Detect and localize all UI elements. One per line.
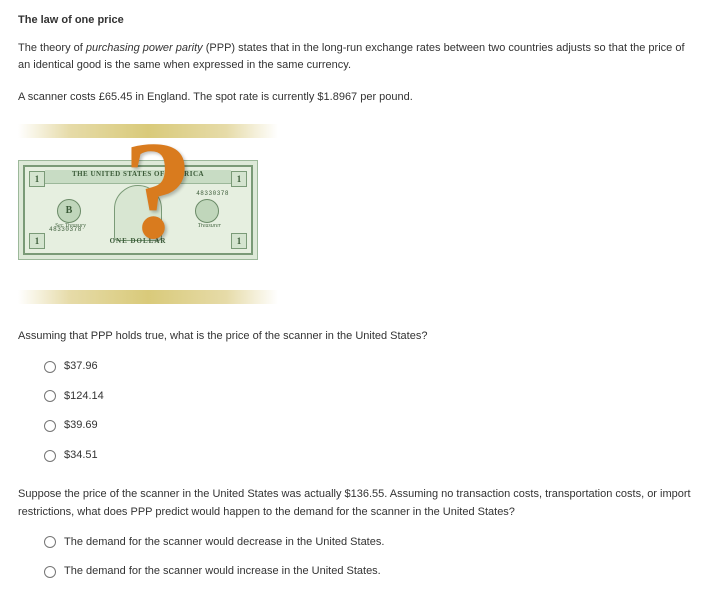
- corner-top-left: 1: [29, 171, 45, 187]
- question-2-options: The demand for the scanner would decreas…: [44, 534, 694, 581]
- question-mark-icon: ?: [123, 128, 193, 254]
- q1-radio-1[interactable]: [44, 361, 56, 373]
- q1-radio-4[interactable]: [44, 450, 56, 462]
- corner-top-right: 1: [231, 171, 247, 187]
- q2-option-2[interactable]: The demand for the scanner would increas…: [44, 563, 694, 581]
- question-1-options: $37.96 $124.14 $39.69 $34.51: [44, 358, 694, 464]
- q2-option-1[interactable]: The demand for the scanner would decreas…: [44, 534, 694, 552]
- dollar-bill-question-image: THE UNITED STATES OF AMERICA 1 1 1 1 B 4…: [18, 124, 278, 304]
- q2-label-1: The demand for the scanner would decreas…: [64, 534, 384, 552]
- corner-bottom-right: 1: [231, 233, 247, 249]
- page-title: The law of one price: [18, 12, 694, 30]
- q1-label-1: $37.96: [64, 358, 98, 376]
- q1-radio-2[interactable]: [44, 390, 56, 402]
- q2-radio-2[interactable]: [44, 566, 56, 578]
- question-2-prompt: Suppose the price of the scanner in the …: [18, 486, 694, 521]
- intro-paragraph: The theory of purchasing power parity (P…: [18, 40, 694, 75]
- signature-right: Treasurer: [198, 222, 221, 232]
- q2-label-2: The demand for the scanner would increas…: [64, 563, 381, 581]
- treasury-seal-left: B: [57, 199, 81, 223]
- q1-option-4[interactable]: $34.51: [44, 447, 694, 465]
- scenario-text: A scanner costs £65.45 in England. The s…: [18, 89, 694, 107]
- q1-option-3[interactable]: $39.69: [44, 417, 694, 435]
- signature-left: Sec Treasury: [55, 222, 86, 232]
- treasury-seal-right: [195, 199, 219, 223]
- q1-radio-3[interactable]: [44, 420, 56, 432]
- q1-label-4: $34.51: [64, 447, 98, 465]
- illustration: THE UNITED STATES OF AMERICA 1 1 1 1 B 4…: [18, 124, 694, 304]
- q1-option-1[interactable]: $37.96: [44, 358, 694, 376]
- question-1-prompt: Assuming that PPP holds true, what is th…: [18, 328, 694, 346]
- q1-label-3: $39.69: [64, 417, 98, 435]
- q1-option-2[interactable]: $124.14: [44, 388, 694, 406]
- intro-text-1: The theory of: [18, 42, 86, 54]
- intro-italic: purchasing power parity: [86, 42, 203, 54]
- q2-radio-1[interactable]: [44, 536, 56, 548]
- serial-top-right: 48330378: [196, 189, 229, 199]
- corner-bottom-left: 1: [29, 233, 45, 249]
- q1-label-2: $124.14: [64, 388, 104, 406]
- gradient-bar-bottom: [18, 290, 278, 304]
